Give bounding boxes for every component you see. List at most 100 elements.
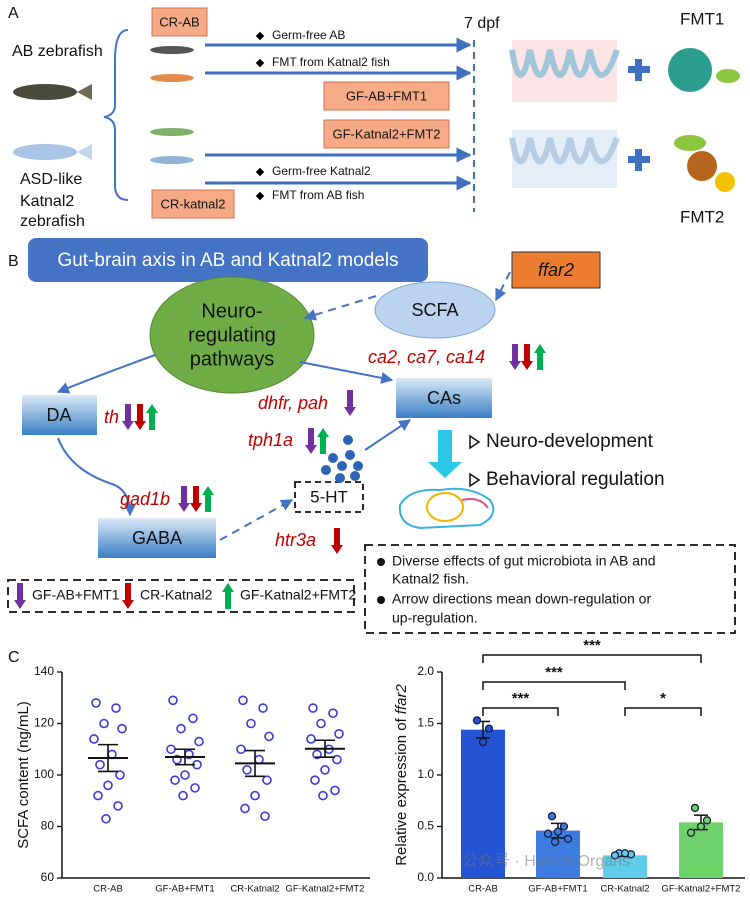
receptor-label: ffar2 [538, 260, 574, 280]
data-point [262, 775, 272, 785]
data-point [312, 749, 322, 760]
data-point [318, 790, 328, 801]
regulation-arrow [202, 486, 214, 512]
y-tick-label: 2.0 [417, 664, 434, 678]
significance-label: *** [545, 664, 563, 681]
significance-bracket [482, 681, 626, 690]
regulation-arrow [305, 428, 317, 454]
data-point [484, 724, 494, 733]
gene-label: ca2, ca7, ca14 [368, 347, 485, 367]
y-axis-title-text: Relative expression of [393, 717, 410, 865]
gene-label: tph1a [248, 430, 293, 450]
fmt-label: FMT1 [680, 9, 724, 28]
regulation-arrow [521, 344, 533, 370]
x-tick-label: GF-Katnal2+FMT2 [286, 884, 365, 895]
data-point [176, 723, 186, 734]
significance-bracket [482, 707, 559, 716]
fish-label: Katnal2 [20, 193, 74, 210]
y-tick-label: 1.0 [417, 767, 434, 781]
x-tick-label: CR-AB [93, 884, 123, 895]
data-point [250, 790, 260, 801]
outcome-label: Behavioral regulation [486, 469, 665, 490]
node-label: pathways [190, 348, 275, 370]
data-point [620, 849, 630, 858]
data-point [246, 718, 256, 729]
panel-label: A [8, 5, 19, 22]
outcome-label: Neuro-development [486, 431, 654, 452]
data-point [180, 770, 190, 780]
y-axis-title-gene: ffar2 [393, 684, 410, 715]
data-point [242, 765, 252, 775]
panel-title: Gut-brain axis in AB and Katnal2 models [57, 250, 398, 271]
y-axis-title: Relative expression of ffar2 [393, 684, 410, 866]
legend-arrow [14, 583, 26, 609]
treatment-label: Germ-free AB [272, 28, 345, 42]
legend-label: GF-Katnal2+FMT2 [240, 587, 357, 603]
data-point [103, 780, 113, 791]
data-point [310, 775, 320, 785]
panel-b-art [7, 238, 736, 634]
data-point [553, 827, 563, 836]
data-point [696, 822, 706, 831]
y-tick-label: 140 [34, 664, 54, 678]
data-point [91, 698, 101, 708]
node-label: regulating [188, 324, 276, 346]
y-axis-title: SCFA content (ng/mL) [15, 701, 32, 849]
node-label: GABA [132, 528, 182, 548]
x-tick-label: GF-Katnal2+FMT2 [662, 884, 741, 895]
data-point [328, 708, 338, 719]
y-tick-label: 100 [34, 767, 54, 781]
panel-a-art [13, 29, 740, 212]
legend-arrow [222, 583, 234, 609]
data-point [240, 803, 250, 814]
significance-label: *** [583, 637, 601, 654]
data-point [115, 770, 125, 780]
regulation-arrow [331, 528, 343, 554]
x-tick-label: GF-AB+FMT1 [155, 884, 214, 895]
data-point [190, 783, 200, 793]
data-point [101, 813, 111, 824]
data-point [170, 775, 180, 785]
gene-label: dhfr, pah [258, 393, 328, 413]
x-tick-label: CR-Katnal2 [600, 884, 649, 895]
y-tick-label: 60 [41, 870, 55, 884]
x-tick-label: GF-AB+FMT1 [528, 884, 587, 895]
y-tick-label: 120 [34, 716, 54, 730]
data-point [550, 837, 560, 847]
x-tick-label: CR-Katnal2 [230, 884, 279, 895]
watermark: 公众号 · Hunter-Organs [462, 852, 630, 870]
group-label: GF-AB+FMT1 [346, 88, 427, 103]
data-point [188, 713, 198, 724]
regulation-arrow [122, 404, 134, 430]
treatment-label: FMT from Katnal2 fish [272, 55, 390, 69]
data-point [559, 822, 569, 831]
data-point [472, 716, 482, 725]
node-label: SCFA [411, 300, 458, 320]
gene-label: gad1b [120, 489, 170, 509]
data-point [113, 801, 123, 811]
data-point [308, 703, 318, 713]
node-label: 5-HT [310, 487, 348, 506]
node-label: Neuro- [201, 300, 262, 322]
y-tick-label: 80 [41, 819, 55, 833]
group-label: CR-AB [159, 14, 199, 29]
note-text: Katnal2 fish. [392, 571, 469, 587]
regulation-arrow [534, 344, 546, 370]
data-point [111, 703, 121, 713]
panel-label: B [8, 253, 19, 270]
data-point [563, 834, 573, 844]
data-point [547, 812, 557, 821]
node-label: DA [46, 405, 71, 425]
data-point [168, 695, 178, 706]
regulation-arrow [178, 486, 190, 512]
bar [679, 822, 723, 878]
y-tick-label: 0.0 [417, 870, 434, 884]
data-point [334, 728, 344, 739]
panel-label: C [8, 649, 20, 666]
data-point [117, 723, 127, 734]
group-label: CR-katnal2 [160, 196, 225, 211]
data-point [254, 754, 264, 765]
significance-label: * [660, 690, 666, 707]
significance-bracket [624, 707, 702, 716]
